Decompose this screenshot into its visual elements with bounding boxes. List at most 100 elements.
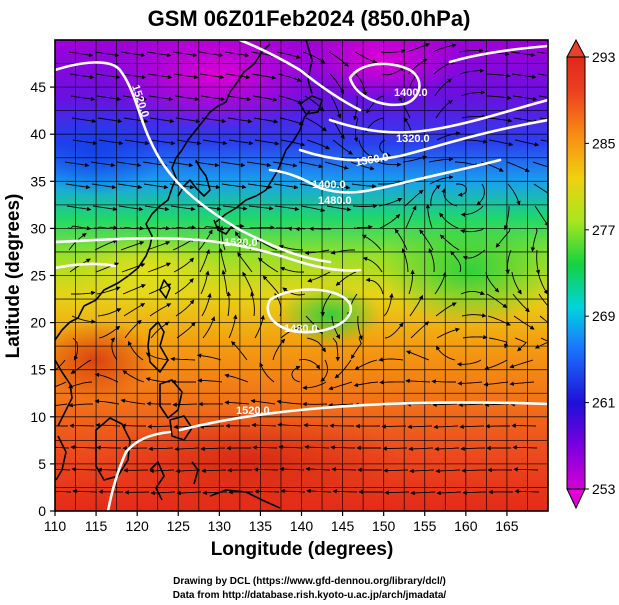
streamline <box>539 315 548 323</box>
streamline <box>332 139 353 155</box>
x-tick-label: 155 <box>413 518 437 534</box>
streamline <box>146 51 172 58</box>
streamline <box>376 161 402 167</box>
streamline <box>486 293 508 309</box>
contour-1520-south <box>178 401 548 432</box>
streamline <box>257 257 279 273</box>
streamline <box>334 359 352 379</box>
streamline <box>200 270 210 295</box>
x-tick-label: 145 <box>331 518 355 534</box>
streamline <box>94 239 118 251</box>
streamline <box>279 466 305 472</box>
streamline <box>406 42 431 53</box>
coast-asia-mainland <box>55 43 271 341</box>
streamline <box>509 381 535 386</box>
streamline <box>432 43 457 53</box>
high-center-ring <box>266 288 353 334</box>
streamline <box>172 51 198 58</box>
contour-1480-east <box>448 44 548 64</box>
contour-label: 1400.0 <box>394 87 428 99</box>
streamline <box>302 51 326 63</box>
streamline <box>280 266 305 273</box>
streamline <box>150 139 176 146</box>
coast-mindanao <box>169 415 193 441</box>
streamline <box>405 350 430 361</box>
streamline <box>402 155 428 163</box>
streamline <box>461 313 487 318</box>
streamline <box>434 446 460 452</box>
streamline <box>365 277 384 295</box>
colorbar-tick-label: 293 <box>592 49 616 65</box>
streamline <box>276 399 302 405</box>
streamline <box>175 468 201 474</box>
contour-label: 1480.0 <box>284 323 318 335</box>
map-area: 1520.0 1400.0 1360.0 1520.0 1320.0 1400.… <box>55 40 548 511</box>
streamline <box>432 402 458 407</box>
streamline <box>92 205 118 212</box>
streamline <box>146 241 171 251</box>
streamline <box>175 117 201 124</box>
streamline <box>351 183 377 189</box>
streamline <box>123 117 149 124</box>
credit-drawing: Drawing by DCL (https://www.gfd-dennou.o… <box>173 576 446 587</box>
streamline <box>507 183 521 206</box>
streamline <box>304 95 325 112</box>
streamline <box>537 73 548 76</box>
streamline <box>144 205 170 212</box>
contours <box>55 40 548 511</box>
streamline <box>71 315 96 324</box>
contour-label: 1320.0 <box>396 133 430 145</box>
streamline <box>121 73 147 80</box>
streamline <box>409 468 435 474</box>
contour-1320 <box>328 98 548 134</box>
contour-1520-west <box>55 61 332 264</box>
streamline <box>148 283 172 295</box>
streamline <box>354 51 378 64</box>
streamline <box>219 225 226 251</box>
streamline <box>149 117 175 124</box>
streamline <box>110 337 118 361</box>
streamline <box>120 51 146 58</box>
streamline <box>457 381 483 386</box>
streamline <box>96 445 121 450</box>
streamline <box>300 205 326 213</box>
streamline <box>355 73 368 97</box>
x-tick-label: 110 <box>44 518 67 534</box>
colorbar: 253 261 269 277 285 293 <box>566 38 616 510</box>
x-tick-label: 130 <box>208 518 232 534</box>
streamline <box>408 73 418 96</box>
contour-label: 1480.0 <box>318 195 352 207</box>
streamline <box>329 73 344 95</box>
streamline <box>250 225 275 230</box>
streamline <box>254 489 280 494</box>
y-tick-label: 40 <box>30 126 46 142</box>
streamline <box>94 51 120 58</box>
streamline <box>143 183 169 190</box>
streamline <box>123 303 146 317</box>
streamline <box>237 252 253 273</box>
streamline <box>97 117 123 124</box>
streamline <box>148 95 174 102</box>
streamline <box>226 95 252 102</box>
streamline <box>201 117 227 124</box>
streamline <box>176 139 202 146</box>
streamline <box>278 444 304 450</box>
streamline <box>69 73 95 80</box>
streamline <box>536 51 548 55</box>
streamline <box>254 314 265 339</box>
streamline <box>484 402 510 408</box>
streamline <box>64 161 90 168</box>
streamline <box>435 302 457 317</box>
streamline <box>55 446 70 449</box>
streamline <box>116 161 142 168</box>
streamline <box>485 271 500 293</box>
streamline <box>506 161 530 172</box>
y-axis: 0 5 10 15 20 25 30 35 40 45 <box>30 79 55 519</box>
streamline <box>510 51 536 58</box>
streamline <box>96 95 122 102</box>
streamline <box>252 445 278 450</box>
colorbar-tick-label: 269 <box>592 308 616 324</box>
x-axis-label: Longitude (degrees) <box>211 539 394 560</box>
streamline <box>461 114 487 119</box>
streamline <box>450 250 462 273</box>
